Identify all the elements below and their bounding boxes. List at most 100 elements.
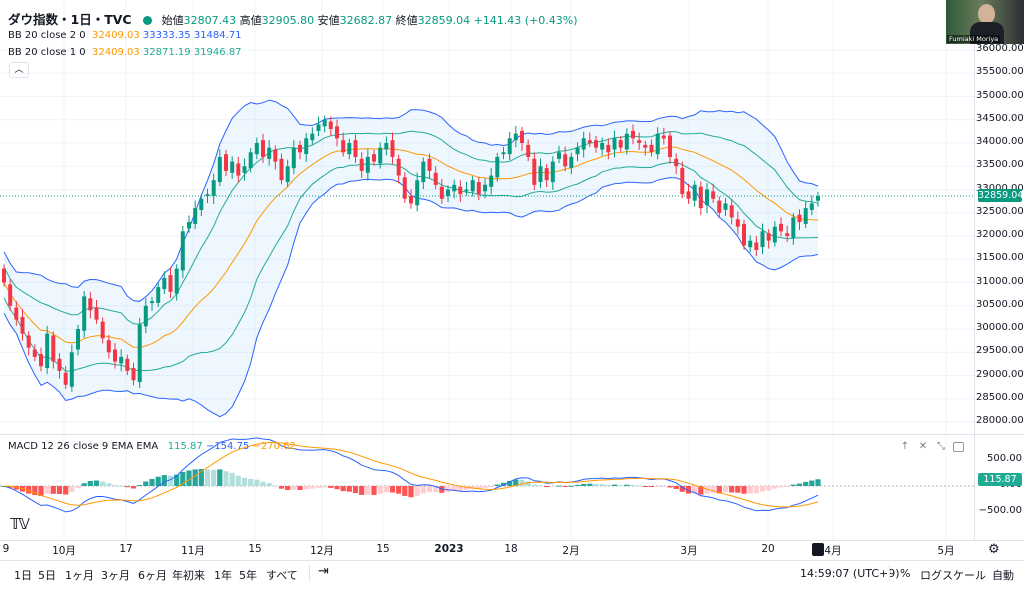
macd-histogram-bar [537,485,544,487]
calendar-range-icon[interactable]: ⇥ [318,564,329,579]
range-button[interactable]: 3ヶ月 [101,569,130,582]
candle-body [421,161,426,183]
candle-body [754,242,759,250]
time-axis-separator [0,540,1024,541]
range-button[interactable]: 5年 [239,569,257,582]
time-tick-label: 12月 [310,545,334,557]
maximize-icon[interactable] [953,442,964,452]
macd-histogram-bar [636,485,642,487]
macd-histogram-bar [611,484,618,486]
macd-legend[interactable]: MACD 12 26 close 9 EMA EMA 115.87 −154.7… [8,441,296,452]
macd-axis[interactable]: 500.000.00−500.00 [976,436,1024,542]
candle-body [230,161,235,173]
range-button[interactable]: 年初来 [172,569,205,582]
bb-band-fill [4,100,818,417]
macd-histogram-bar [494,484,500,486]
macd-histogram-bar [26,486,32,494]
macd-histogram-bar [790,484,796,486]
clock-time[interactable]: 14:59:07 (UTC+9) [800,567,900,580]
close-icon[interactable]: ✕ [918,441,928,452]
candle-body [291,147,296,169]
candle-body [729,205,734,218]
time-tick-label: 15 [376,543,390,555]
candle-body [439,186,444,199]
range-button[interactable]: 1日 [14,569,32,582]
candle-body [464,189,469,192]
chevron-up-icon[interactable]: ︿ [9,62,29,78]
macd-histogram-bar [396,486,402,494]
macd-histogram-bar [618,485,624,487]
candle-body [51,335,56,362]
candle-body [785,233,790,236]
price-chart[interactable] [0,0,1024,436]
macd-histogram-bar [624,484,630,486]
candle-body [489,175,494,187]
macd-histogram-bar [476,486,482,489]
macd-histogram-bar [155,476,161,486]
candle-body [735,219,740,227]
candle-body [458,186,463,195]
candle-body [384,143,389,150]
range-button[interactable]: すべて [266,569,298,582]
macd-name: MACD 12 26 close 9 EMA EMA [8,441,159,452]
auto-scale-toggle[interactable]: 自動 [992,569,1014,582]
macd-histogram-bar [315,486,322,488]
macd-histogram-bar [574,484,581,486]
move-up-icon[interactable]: ↑ [900,441,910,452]
price-axis[interactable]: 36000.00 35500.00 35000.00 34500.00 34000.00… [976,0,1024,436]
macd-histogram-bar [759,486,766,492]
price-tick-label: 31500.00 [976,252,1024,264]
indicator-legend-bb2[interactable]: BB 20 close 2 0 32409.03 33333.35 31484.… [8,30,242,41]
pane-separator[interactable] [0,434,1024,435]
macd-histogram-bar [815,479,821,486]
collapse-icon[interactable]: ⤡ [937,441,945,452]
close-label: 終値 [395,14,418,27]
candle-body [711,191,716,199]
time-tick-label: 11月 [181,545,205,557]
range-button[interactable]: 6ヶ月 [138,569,167,582]
high-label: 高値 [239,14,262,27]
macd-histogram-bar [796,483,803,486]
candle-body [359,158,364,171]
candle-body [174,268,179,294]
macd-chart[interactable] [0,436,1024,542]
candle-body [791,217,796,238]
candle-body [378,147,383,164]
macd-histogram-bar [809,480,815,486]
symbol-title[interactable]: ダウ指数・1日・TVC [8,12,132,27]
macd-histogram-bar [235,475,241,486]
range-button[interactable]: 1ヶ月 [65,569,94,582]
candle-body [587,140,592,143]
time-tick-label: 2月 [562,545,580,557]
macd-signal-line [3,441,819,508]
macd-histogram-bar [180,472,186,486]
settings-gear-icon[interactable]: ⚙ [988,542,1000,557]
indicator-legend-bb1[interactable]: BB 20 close 1 0 32409.03 32871.19 31946.… [8,47,242,58]
candle-body [544,168,549,181]
macd-histogram-bar [266,483,272,486]
candle-body [273,149,278,162]
candle-body [415,180,420,206]
macd-histogram-bar [587,483,593,486]
candle-body [150,301,154,303]
candle-body [328,121,333,129]
indicator-name: BB 20 close 2 0 [8,30,86,41]
macd-histogram-bar [204,469,211,486]
candle-body [347,143,352,155]
range-button[interactable]: 5日 [38,569,56,582]
webcam-name: Fumiaki Moriya [947,35,1001,43]
range-button[interactable]: 1年 [214,569,232,582]
macd-histogram-bar [655,486,661,487]
price-tick-label: 30500.00 [976,298,1024,310]
candle-body [779,223,783,232]
macd-histogram-bar [322,486,328,488]
macd-histogram-bar [118,485,124,487]
percent-toggle[interactable]: % [900,567,911,580]
macd-histogram-bar [278,486,285,489]
time-tick-label: 10月 [52,545,76,557]
macd-histogram-bar [93,480,100,486]
candle-body [82,296,87,331]
candle-body [483,184,487,192]
log-scale-toggle[interactable]: ログスケール [920,569,986,582]
time-axis[interactable]: 9 10月 17 11月 15 12月 15 2023 18 2月 3月 20 4月 5月 [0,540,974,560]
